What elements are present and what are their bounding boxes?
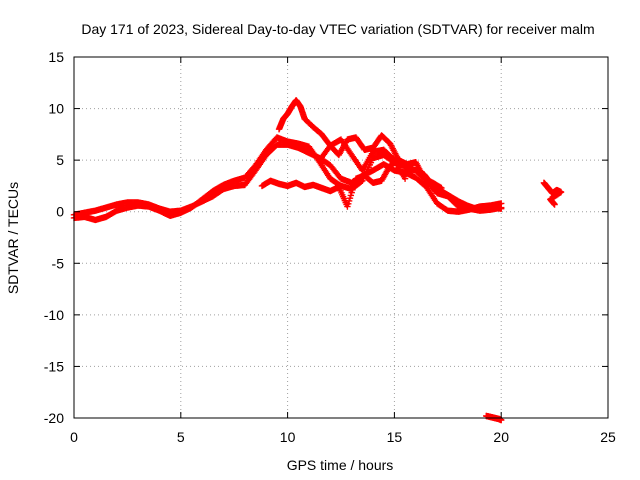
plot-frame [73,56,609,419]
data-point [498,205,505,212]
y-tick-label: 10 [48,101,64,117]
data-point [401,175,409,182]
series-track-d [275,97,445,192]
y-tick-label: -15 [44,358,64,374]
chart-title: Day 171 of 2023, Sidereal Day-to-day VTE… [81,21,594,37]
y-tick-label: 5 [56,152,64,168]
grid [74,57,608,418]
x-tick-label: 5 [177,429,185,445]
x-axis-label: GPS time / hours [287,457,394,473]
x-tick-label: 15 [387,429,403,445]
y-axis-label: SDTVAR / TECUs [5,182,21,294]
series-cluster-late [540,179,565,208]
x-tick-label: 20 [493,429,509,445]
y-tick-label: 0 [56,204,64,220]
x-tick-label: 25 [600,429,616,445]
x-tick-label: 0 [70,429,78,445]
y-tick-label: -5 [52,255,65,271]
y-tick-label: -20 [44,410,64,426]
y-tick-label: -10 [44,307,64,323]
data-point [438,184,445,192]
x-tick-label: 10 [280,429,296,445]
series-track-e [316,136,409,182]
axis-ticks: 0 5 10 15 20 25 -20 -15 -10 -5 0 5 10 15 [44,49,616,445]
data-series [70,97,565,424]
y-tick-label: 15 [48,49,64,65]
data-point [551,201,558,208]
